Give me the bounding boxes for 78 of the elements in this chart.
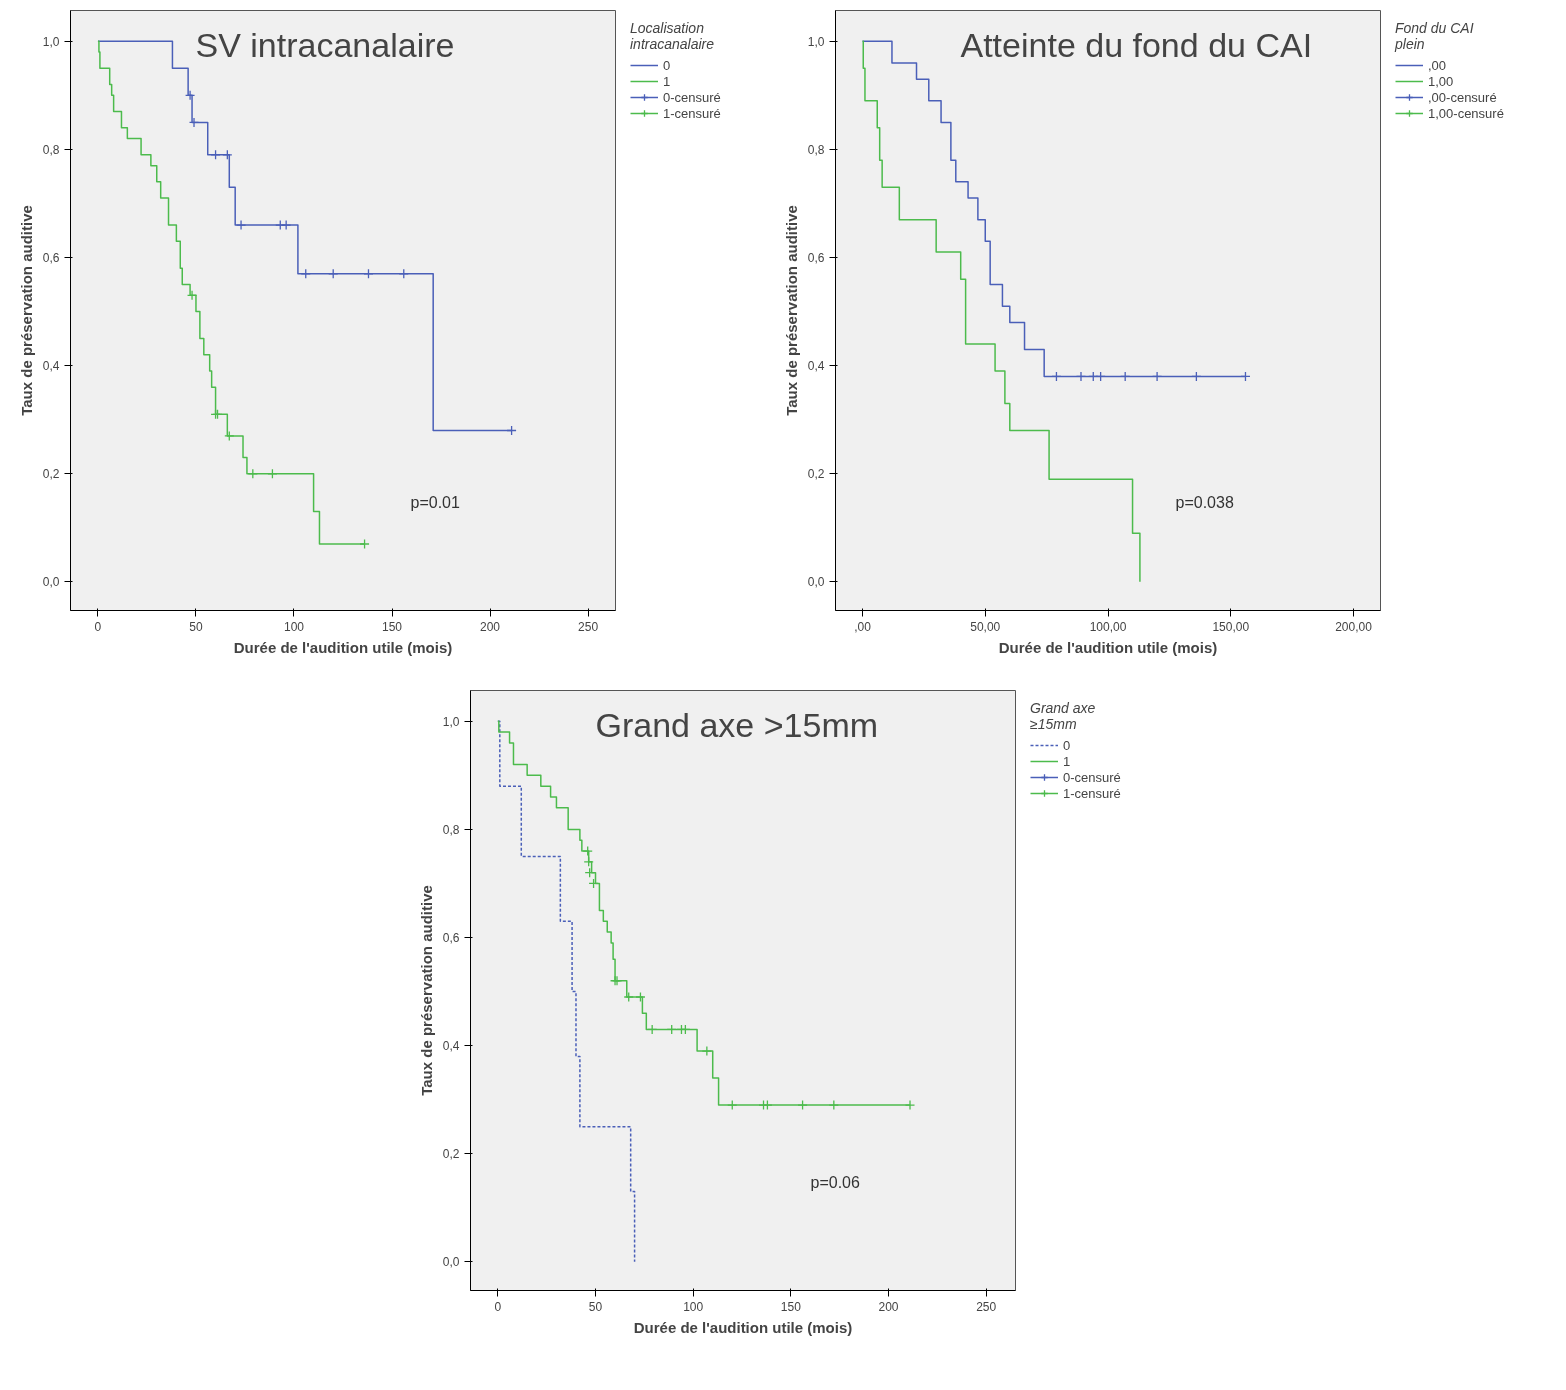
y-tick-label: 0,0 [42, 575, 60, 590]
point [184, 90, 196, 101]
legend-title: Localisation intracanalaire [630, 20, 716, 52]
x-tick-label: 0 [94, 619, 102, 634]
point [582, 845, 593, 857]
point [235, 219, 247, 231]
x-tick-label: 150 [780, 1299, 802, 1314]
y-tick-label: 0,2 [42, 467, 60, 482]
legend-label: 1-censuré [663, 105, 721, 121]
legend-label: ,00 [1428, 57, 1448, 73]
x-tick-label: 100 [283, 619, 305, 634]
legend-label: 1-censuré [1063, 785, 1121, 801]
x-tick-label: 150,00 [1212, 619, 1250, 634]
y-tick-label: 1,0 [442, 714, 460, 729]
chart-title: SV intracanalaire [195, 25, 455, 64]
point [281, 219, 292, 231]
y-tick-label: 0,8 [42, 142, 60, 157]
y-axis-title: Taux de préservation auditive [417, 885, 435, 1096]
y-tick-label: 0,6 [442, 931, 460, 946]
legend-title: Fond du CAI plein [1395, 20, 1475, 52]
y-axis-title: Taux de préservation auditive [782, 205, 800, 416]
y-tick-label: 0,2 [807, 467, 825, 482]
legend-label: 0 [1063, 737, 1072, 753]
legend-label: 1,00-censuré [1428, 105, 1504, 121]
x-tick-label: 200,00 [1335, 619, 1373, 634]
point [359, 538, 370, 550]
point [904, 1099, 916, 1111]
x-axis-title: Durée de l'audition utile (mois) [233, 638, 453, 656]
y-axis-title: Taux de préservation auditive [17, 205, 35, 416]
y-tick-label: 0,0 [442, 1255, 460, 1270]
x-tick-label: 50 [189, 619, 203, 634]
y-tick-label: 0,4 [442, 1039, 460, 1054]
point [828, 1099, 839, 1111]
x-tick-label: 100,00 [1089, 619, 1127, 634]
y-tick-label: 0,0 [807, 575, 825, 590]
point [583, 856, 594, 867]
annotation: p=0.06 [810, 1173, 860, 1191]
y-tick-label: 0,8 [807, 142, 825, 157]
legend-label: 1,00 [1428, 73, 1454, 89]
chart-title: Grand axe >15mm [595, 705, 879, 744]
legend-label: 0 [663, 57, 672, 73]
point [623, 991, 634, 1003]
legend-label: 0-censuré [1063, 769, 1121, 785]
point [224, 430, 235, 442]
y-tick-label: 1,0 [807, 34, 825, 49]
legend-title: Grand axe ≥15mm [1030, 700, 1097, 732]
x-tick-label: 250 [578, 619, 599, 634]
y-tick-label: 0,4 [42, 359, 60, 374]
annotation: p=0.038 [1175, 493, 1234, 511]
point [727, 1099, 738, 1111]
x-tick-label: 200 [480, 619, 501, 634]
x-tick-label: 150 [382, 619, 403, 634]
y-tick-label: 0,6 [807, 251, 825, 266]
point [635, 991, 646, 1003]
x-tick-label: 50 [588, 1299, 603, 1314]
x-tick-label: 250 [976, 1299, 997, 1314]
x-axis-title: Durée de l'audition utile (mois) [998, 638, 1218, 656]
x-tick-label: 200 [878, 1299, 899, 1314]
chart-title: Atteinte du fond du CAI [960, 25, 1313, 64]
y-tick-label: 0,2 [442, 1147, 460, 1162]
point [188, 117, 200, 128]
x-tick-label: 0 [494, 1299, 502, 1314]
y-tick-label: 0,6 [42, 251, 60, 266]
annotation: p=0.01 [410, 493, 460, 511]
y-tick-label: 0,8 [442, 822, 460, 837]
legend-label: 1 [663, 73, 672, 89]
x-tick-label: 50,00 [970, 619, 1001, 634]
point [701, 1045, 713, 1057]
legend-label: 1 [1063, 753, 1072, 769]
x-axis-title: Durée de l'audition utile (mois) [633, 1318, 853, 1336]
legend-label: 0-censuré [663, 89, 721, 105]
y-tick-label: 0,4 [807, 359, 825, 374]
x-tick-label: 100 [683, 1299, 704, 1314]
legend-label: ,00-censuré [1428, 89, 1497, 105]
y-tick-label: 1,0 [42, 34, 60, 49]
x-tick-label: ,00 [854, 619, 872, 634]
point [186, 290, 198, 301]
point [797, 1099, 808, 1111]
